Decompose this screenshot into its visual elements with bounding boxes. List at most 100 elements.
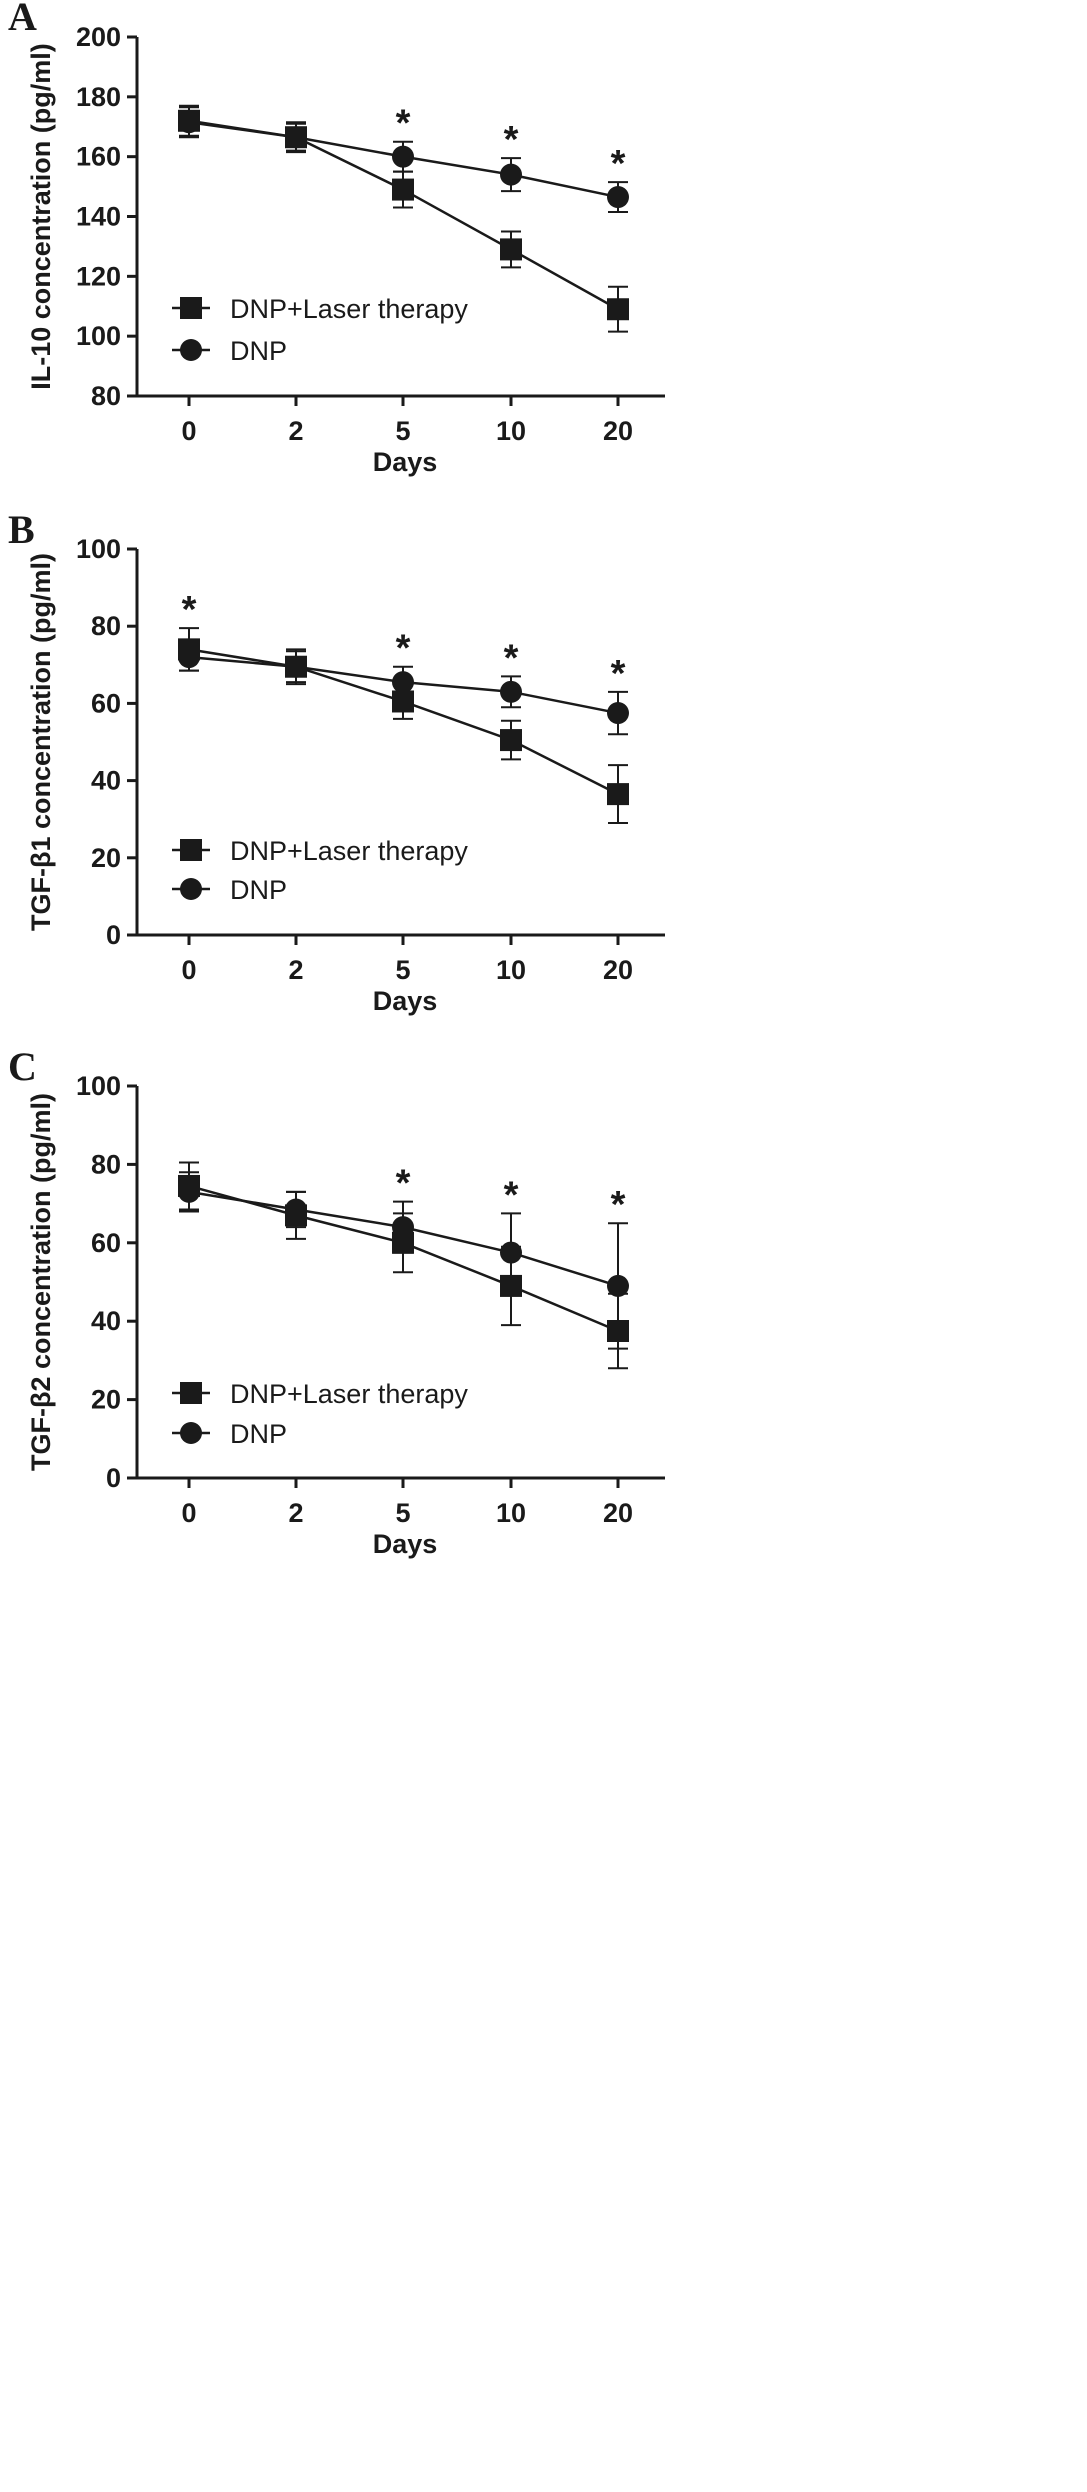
series-dnp-laser-therapy (178, 627, 629, 825)
y-tick-label: 0 (106, 920, 121, 950)
y-tick-label: 160 (76, 142, 121, 172)
legend-label: DNP (230, 875, 287, 905)
significance-star: * (396, 103, 411, 145)
x-tick-label: 5 (395, 416, 410, 446)
data-point-square (178, 109, 200, 132)
significance-star: * (504, 1174, 519, 1216)
legend-marker-square (180, 839, 202, 861)
y-tick-label: 60 (91, 1228, 121, 1258)
legend-item: DNP (172, 336, 287, 366)
y-tick-label: 120 (76, 261, 121, 291)
legend-label: DNP (230, 1419, 287, 1449)
legend-marker-square (180, 1382, 202, 1404)
x-tick-label: 2 (288, 955, 303, 985)
y-tick-label: 80 (91, 611, 121, 641)
panel-letter: B (8, 507, 35, 552)
y-tick-label: 20 (91, 1385, 121, 1415)
data-point-square (607, 1320, 629, 1342)
x-axis-title: Days (373, 1529, 438, 1559)
data-point-square (392, 178, 414, 201)
x-tick-label: 10 (496, 416, 526, 446)
data-point-square (285, 655, 307, 678)
y-axis-title: TGF-β2 concentration (pg/ml) (26, 1093, 56, 1471)
legend-marker-circle (180, 1422, 202, 1444)
legend-label: DNP+Laser therapy (230, 1379, 468, 1409)
data-point-square (607, 298, 629, 321)
data-point-square (392, 690, 414, 713)
data-point-square (392, 1231, 414, 1254)
x-tick-label: 5 (395, 955, 410, 985)
x-tick-label: 20 (603, 416, 633, 446)
legend-label: DNP+Laser therapy (230, 294, 468, 324)
significance-star: * (396, 1163, 411, 1205)
series-dnp-laser-therapy (178, 1161, 629, 1370)
y-tick-label: 100 (76, 534, 121, 564)
legend-item: DNP+Laser therapy (172, 836, 468, 866)
y-tick-label: 0 (106, 1463, 121, 1493)
legend-marker-circle (180, 339, 202, 361)
data-point-square (285, 1204, 307, 1227)
significance-star: * (182, 589, 197, 631)
x-tick-label: 20 (603, 1498, 633, 1528)
x-tick-label: 2 (288, 416, 303, 446)
legend: DNP+Laser therapy DNP (172, 836, 468, 905)
y-tick-label: 100 (76, 321, 121, 351)
legend-marker-square (180, 297, 202, 319)
data-point-square (178, 638, 200, 661)
significance-star: * (504, 119, 519, 161)
y-tick-label: 80 (91, 1149, 121, 1179)
chart-panel-a: A 80 100 120 140 160 180 200 0 2 5 10 20 Days IL-10 co… (8, 0, 665, 477)
data-point-circle (500, 680, 522, 703)
data-point-circle (392, 671, 414, 694)
x-axis-title: Days (373, 986, 438, 1016)
y-tick-label: 100 (76, 1071, 121, 1101)
significance-star: * (504, 637, 519, 679)
x-tick-label: 0 (181, 416, 196, 446)
data-point-square (285, 126, 307, 149)
panel-letter: C (8, 1044, 37, 1089)
legend-label: DNP+Laser therapy (230, 836, 468, 866)
x-axis-title: Days (373, 447, 438, 477)
chart-panel-b: B 0 20 40 60 80 100 0 2 5 10 20 Days TGF-β1 concentra… (8, 507, 665, 1016)
panel-letter: A (8, 0, 37, 39)
y-axis-title: IL-10 concentration (pg/ml) (26, 43, 56, 390)
legend: DNP+Laser therapy DNP (172, 294, 468, 366)
x-tick-label: 0 (181, 1498, 196, 1528)
data-point-square (500, 238, 522, 261)
legend: DNP+Laser therapy DNP (172, 1379, 468, 1449)
x-tick-label: 2 (288, 1498, 303, 1528)
y-axis-title: TGF-β1 concentration (pg/ml) (26, 553, 56, 931)
y-tick-label: 40 (91, 1306, 121, 1336)
data-point-square (607, 783, 629, 806)
legend-item: DNP+Laser therapy (172, 294, 468, 324)
data-point-square (178, 1174, 200, 1197)
legend-item: DNP (172, 875, 287, 905)
x-tick-label: 10 (496, 1498, 526, 1528)
significance-star: * (396, 628, 411, 670)
data-point-circle (392, 145, 414, 168)
significance-star: * (611, 653, 626, 695)
y-tick-label: 140 (76, 202, 121, 232)
legend-label: DNP (230, 336, 287, 366)
y-tick-label: 80 (91, 381, 121, 411)
legend-item: DNP (172, 1419, 287, 1449)
data-point-square (500, 729, 522, 752)
legend-item: DNP+Laser therapy (172, 1379, 468, 1409)
chart-panel-c: C 0 20 40 60 80 100 0 2 5 10 20 Days TGF-β2 concentra… (8, 1044, 665, 1559)
data-point-square (500, 1274, 522, 1297)
significance-star: * (611, 143, 626, 185)
x-tick-label: 20 (603, 955, 633, 985)
x-tick-label: 5 (395, 1498, 410, 1528)
y-tick-label: 20 (91, 843, 121, 873)
data-point-circle (607, 702, 629, 725)
y-tick-label: 200 (76, 22, 121, 52)
data-point-circle (607, 186, 629, 209)
y-tick-label: 60 (91, 688, 121, 718)
series-dnp-laser-therapy (178, 104, 629, 333)
y-tick-label: 40 (91, 766, 121, 796)
x-tick-label: 10 (496, 955, 526, 985)
legend-marker-circle (180, 878, 202, 900)
y-tick-label: 180 (76, 82, 121, 112)
data-point-circle (607, 1274, 629, 1297)
